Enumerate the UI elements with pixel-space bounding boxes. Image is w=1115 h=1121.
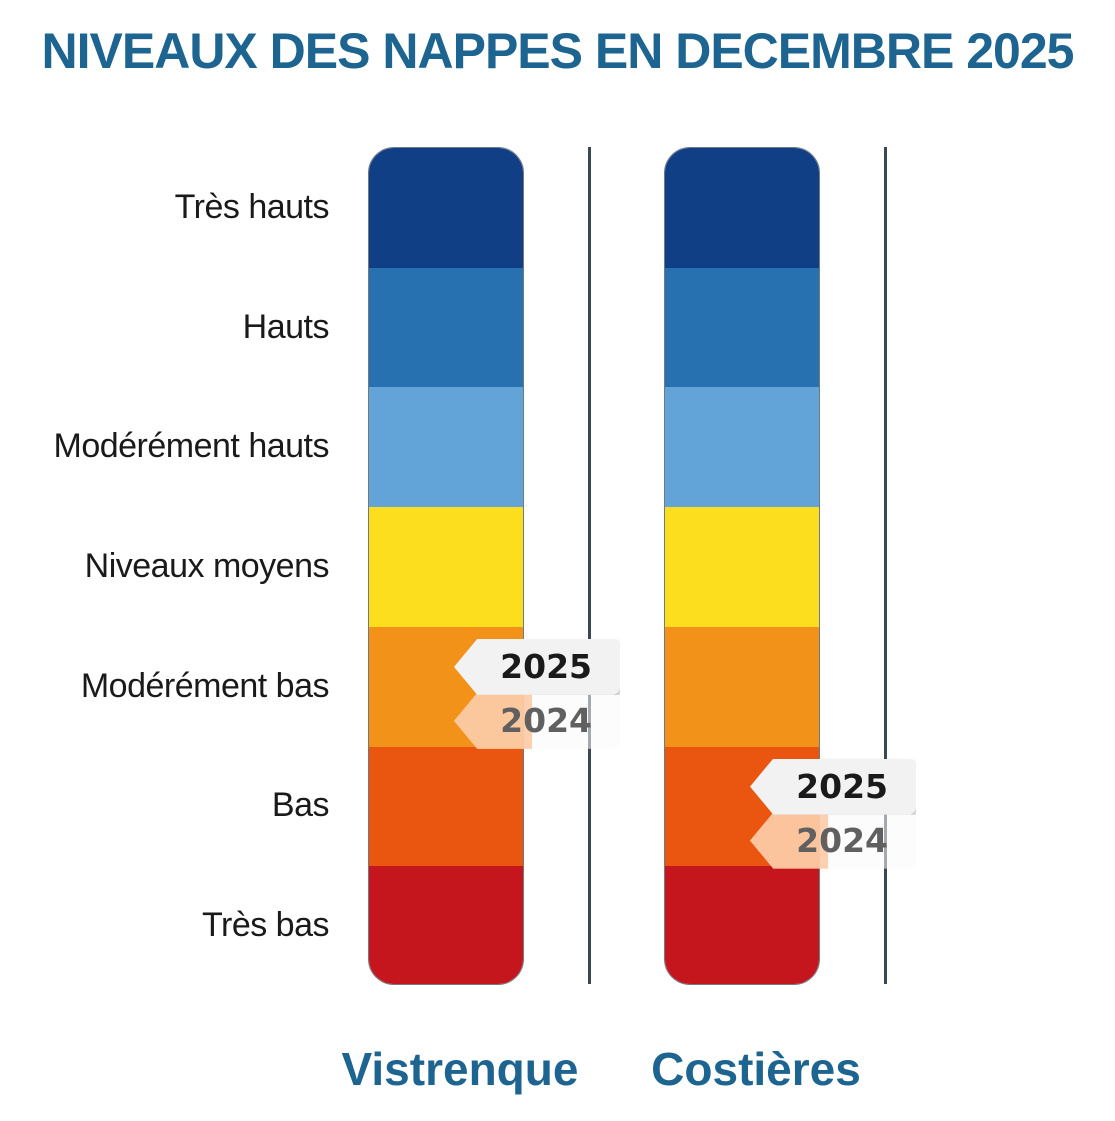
level-band — [665, 626, 819, 748]
level-label: Très bas — [201, 906, 330, 945]
site-label: Costières — [651, 1043, 861, 1095]
column-divider — [588, 147, 591, 984]
previous-year-marker: 2024 — [750, 812, 916, 869]
current-year-marker: 2025 — [454, 638, 620, 695]
site-label: Vistrenque — [341, 1043, 579, 1095]
level-band — [665, 148, 819, 269]
current-year-marker: 2025 — [750, 758, 916, 815]
marker-year: 2025 — [500, 647, 592, 687]
marker-year: 2024 — [500, 701, 592, 741]
level-label: Hauts — [242, 307, 330, 346]
level-label: Très hauts — [174, 187, 330, 226]
marker-year: 2025 — [796, 767, 888, 807]
level-band — [369, 387, 523, 509]
level-label: Modérément hauts — [53, 427, 330, 466]
level-band — [665, 267, 819, 389]
chart-title: NIVEAUX DES NAPPES EN DECEMBRE 2025 — [41, 23, 1075, 79]
previous-year-marker: 2024 — [454, 692, 620, 749]
column-divider — [884, 147, 887, 984]
marker-year: 2024 — [796, 821, 888, 861]
level-band — [665, 866, 819, 984]
level-band — [665, 507, 819, 628]
level-label: Niveaux moyens — [84, 547, 330, 585]
level-band — [369, 866, 523, 984]
level-band — [369, 507, 523, 628]
level-band — [369, 267, 523, 389]
level-column — [368, 147, 524, 985]
level-band — [665, 387, 819, 509]
level-label: Modérément bas — [80, 666, 330, 705]
level-band — [369, 148, 523, 269]
level-band — [369, 746, 523, 868]
level-label: Bas — [271, 786, 330, 825]
level-column — [664, 147, 820, 985]
